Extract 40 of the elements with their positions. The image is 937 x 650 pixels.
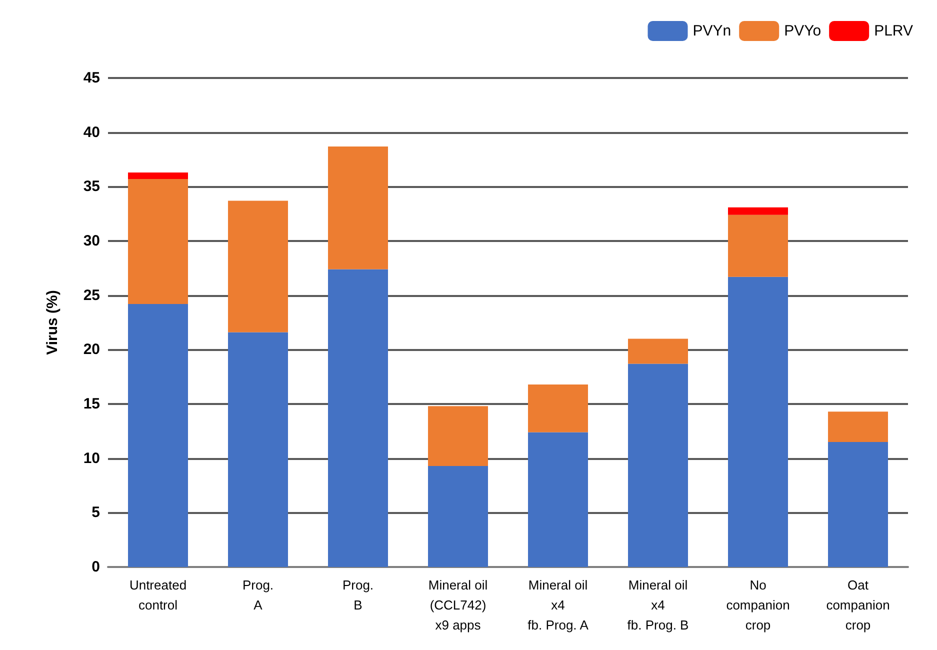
bar <box>828 442 888 567</box>
bar <box>428 466 488 567</box>
x-tick-label: Mineral oil (CCL742) x9 apps <box>428 578 488 632</box>
x-tick-label: Oat companion crop <box>826 578 890 632</box>
bar <box>128 172 188 180</box>
y-tick-label: 10 <box>83 450 100 467</box>
bar <box>828 412 888 442</box>
y-tick-label: 5 <box>92 504 100 522</box>
bar <box>428 406 488 466</box>
bar <box>528 432 588 567</box>
y-tick-label: 35 <box>83 178 100 196</box>
bar <box>528 384 588 432</box>
y-axis-title: Virus (%) <box>44 290 61 355</box>
x-tick-label: No companion crop <box>726 578 790 632</box>
x-tick-label: Mineral oil x4 fb. Prog. A <box>528 578 589 632</box>
bar <box>328 269 388 567</box>
bar <box>728 214 788 277</box>
bar <box>628 364 688 567</box>
y-tick-label: 45 <box>83 70 100 86</box>
y-tick-label: 0 <box>92 558 100 576</box>
bar <box>628 338 688 364</box>
legend-label: PVYo <box>784 22 822 40</box>
bar <box>728 207 788 215</box>
y-tick-label: 15 <box>83 396 100 412</box>
y-tick-label: 30 <box>83 232 100 250</box>
legend-label: PVYn <box>692 22 732 40</box>
bar <box>328 146 388 270</box>
bar <box>128 304 188 567</box>
bar <box>728 276 788 567</box>
y-tick-label: 20 <box>83 341 100 358</box>
y-tick-label: 25 <box>83 286 100 304</box>
x-tick-label: Prog. B <box>342 578 374 612</box>
bar <box>228 332 288 567</box>
x-tick-label: Mineral oil x4 fb. Prog. B <box>627 578 689 632</box>
x-tick-label: Prog. A <box>242 578 274 612</box>
y-tick-label: 40 <box>83 124 100 141</box>
bar <box>228 200 288 332</box>
legend-label: PLRV <box>874 22 914 40</box>
bar <box>128 179 188 304</box>
x-tick-label: Untreated control <box>129 578 187 612</box>
